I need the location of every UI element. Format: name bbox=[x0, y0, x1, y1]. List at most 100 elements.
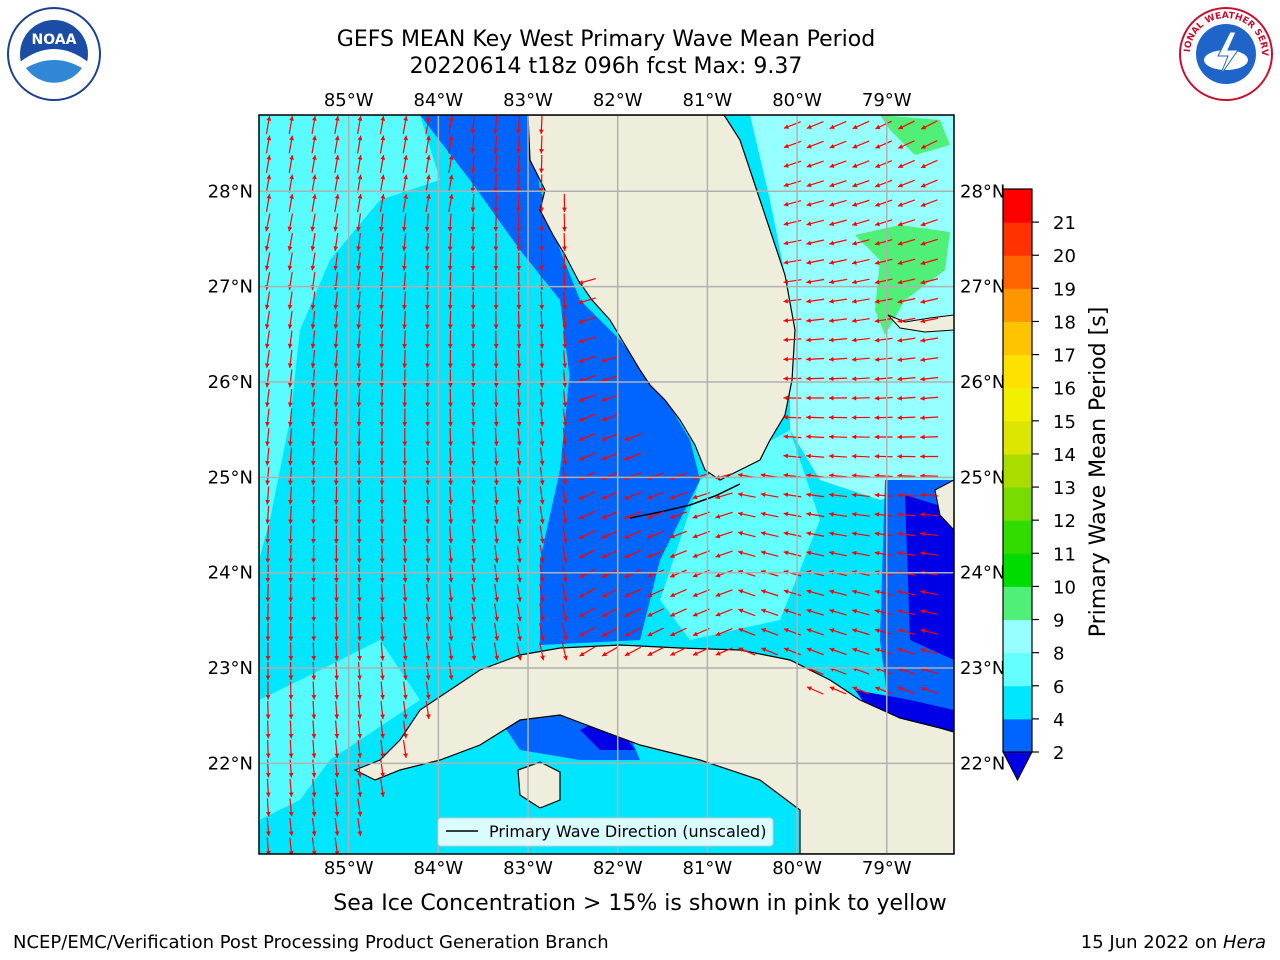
wave-arrow bbox=[851, 453, 870, 459]
wave-arrow bbox=[851, 550, 870, 557]
wave-arrow bbox=[562, 349, 568, 369]
wave-arrow bbox=[562, 427, 568, 447]
wave-arrow bbox=[356, 564, 362, 583]
wave-arrow bbox=[579, 626, 596, 638]
colorbar-tick-label: 10 bbox=[1053, 577, 1076, 598]
wave-arrow bbox=[425, 135, 431, 154]
wave-arrow bbox=[288, 603, 294, 622]
wave-arrow bbox=[516, 545, 522, 563]
wave-arrow bbox=[624, 510, 642, 520]
wave-arrow bbox=[402, 330, 407, 349]
wave-arrow bbox=[425, 564, 431, 583]
wave-arrow bbox=[288, 837, 294, 854]
wave-arrow bbox=[851, 357, 870, 362]
wave-arrow bbox=[288, 622, 294, 642]
lon-tick-labels-top: 85°W 84°W 83°W 82°W 81°W 80°W 79°W bbox=[324, 90, 912, 111]
wave-arrow bbox=[311, 155, 317, 173]
wave-arrow bbox=[311, 700, 317, 720]
colorbar-tick-label: 15 bbox=[1053, 412, 1076, 433]
wave-arrow bbox=[380, 661, 385, 681]
lat-tick-label-left: 22°N bbox=[208, 753, 253, 774]
lon-tick-label-top: 82°W bbox=[593, 90, 643, 111]
wave-arrow bbox=[516, 623, 522, 641]
wave-arrow bbox=[806, 199, 825, 207]
wave-arrow bbox=[539, 291, 545, 310]
wave-arrow bbox=[851, 219, 870, 227]
wave-arrow bbox=[715, 647, 733, 656]
wave-arrow bbox=[493, 213, 499, 232]
wave-arrow bbox=[601, 627, 619, 637]
wave-arrow bbox=[470, 291, 476, 310]
wave-arrow bbox=[920, 434, 939, 440]
wave-arrow bbox=[539, 623, 545, 641]
wave-arrow bbox=[875, 160, 893, 168]
wave-arrow bbox=[333, 486, 339, 505]
wave-arrow bbox=[356, 232, 361, 252]
wave-arrow bbox=[715, 569, 733, 578]
wave-arrow bbox=[829, 219, 847, 227]
wave-arrow bbox=[829, 550, 847, 557]
wave-arrow bbox=[920, 218, 938, 227]
wave-arrow bbox=[539, 584, 545, 602]
wave-arrow bbox=[310, 408, 316, 427]
wave-arrow bbox=[920, 199, 938, 207]
wave-arrow bbox=[647, 530, 665, 539]
colorbar-segment bbox=[1003, 453, 1032, 488]
wave-arrow bbox=[288, 505, 293, 525]
wave-arrow bbox=[379, 622, 385, 642]
wave-arrow bbox=[265, 817, 271, 837]
wave-arrow bbox=[875, 120, 893, 130]
wave-arrow bbox=[898, 120, 915, 130]
wave-arrow bbox=[310, 349, 316, 369]
wave-arrow bbox=[379, 583, 385, 603]
chart-title: GEFS MEAN Key West Primary Wave Mean Per… bbox=[336, 27, 876, 52]
wave-arrow bbox=[783, 356, 802, 362]
colorbar-frame bbox=[1002, 188, 1033, 753]
wave-arrow bbox=[264, 213, 271, 232]
wave-arrow bbox=[311, 505, 316, 525]
wave-arrow bbox=[448, 388, 453, 408]
wave-arrow bbox=[783, 200, 802, 207]
wave-arrow bbox=[357, 720, 363, 739]
wave-arrow bbox=[920, 376, 939, 382]
wave-arrow bbox=[494, 486, 499, 505]
wave-arrow bbox=[356, 291, 362, 310]
footer-date-text: 15 Jun 2022 on bbox=[1080, 932, 1223, 953]
wave-arrow bbox=[897, 140, 915, 149]
wave-arrow bbox=[333, 369, 339, 388]
wave-arrow bbox=[829, 647, 847, 656]
wave-arrow bbox=[539, 213, 545, 232]
wave-arrow bbox=[425, 408, 431, 427]
period-band-6-8-east bbox=[750, 115, 954, 500]
wave-arrow bbox=[265, 408, 270, 427]
wave-arrow bbox=[379, 466, 385, 486]
wave-arrow bbox=[357, 174, 363, 193]
wave-arrow bbox=[310, 310, 316, 330]
wave-arrow bbox=[806, 434, 825, 440]
wave-arrow bbox=[470, 193, 476, 213]
colorbar-under-triangle bbox=[1002, 751, 1033, 782]
wave-arrow bbox=[357, 155, 363, 173]
wave-arrow bbox=[310, 427, 316, 447]
wave-arrow bbox=[288, 720, 294, 739]
period-band-6-8-south bbox=[259, 640, 420, 820]
wave-arrow bbox=[539, 603, 545, 622]
wave-arrow bbox=[288, 486, 293, 505]
wave-arrow bbox=[516, 291, 522, 310]
footer-host: Hera bbox=[1222, 932, 1266, 953]
wave-arrow bbox=[356, 252, 362, 271]
wave-arrow bbox=[562, 252, 567, 271]
wave-arrow bbox=[380, 681, 385, 700]
wave-arrow bbox=[851, 492, 870, 498]
wave-arrow bbox=[333, 330, 339, 349]
wave-arrow bbox=[265, 681, 271, 700]
wave-arrow bbox=[357, 700, 363, 720]
wave-arrow bbox=[783, 531, 802, 537]
wave-arrow bbox=[424, 291, 430, 310]
wave-arrow bbox=[311, 194, 317, 212]
wave-arrow bbox=[516, 115, 521, 135]
wave-arrow bbox=[647, 549, 665, 559]
wave-arrow bbox=[783, 376, 802, 381]
wave-arrow bbox=[470, 330, 476, 349]
footer-date: 15 Jun 2022 on Hera bbox=[1081, 932, 1266, 954]
